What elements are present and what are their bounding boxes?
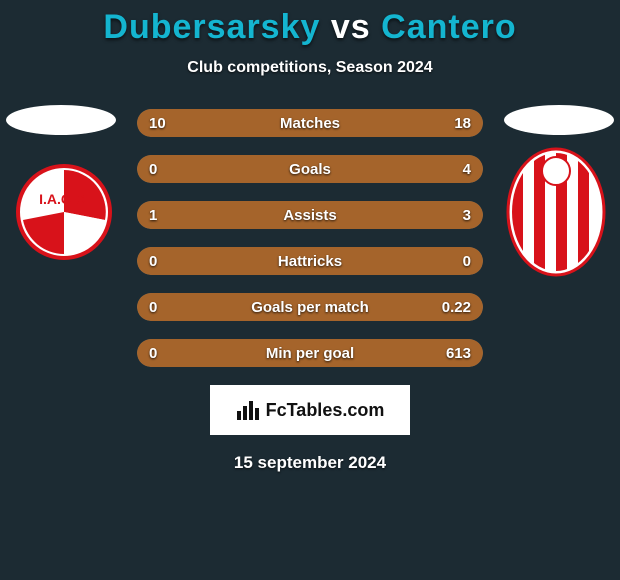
- stat-row: 0613Min per goal: [137, 339, 483, 367]
- site-plate: FcTables.com: [210, 385, 410, 435]
- stat-label: Matches: [137, 109, 483, 137]
- flag-left: [6, 105, 116, 135]
- stat-label: Assists: [137, 201, 483, 229]
- club-badge-right: [506, 152, 606, 272]
- svg-text:I.A.C.C.: I.A.C.C.: [39, 191, 89, 207]
- content-area: I.A.C.C. 1018Matches 04Goals 13Assists 00Ha…: [0, 107, 620, 473]
- player1-name: Dubersarsky: [103, 8, 320, 46]
- stat-label: Goals: [137, 155, 483, 183]
- player2-name: Cantero: [381, 8, 516, 46]
- stat-row: 00.22Goals per match: [137, 293, 483, 321]
- stat-bars: 1018Matches 04Goals 13Assists 00Hattricks 00…: [137, 107, 483, 367]
- headline: Dubersarsky vs Cantero: [0, 0, 620, 47]
- club-badge-left: I.A.C.C.: [14, 152, 114, 272]
- stat-label: Hattricks: [137, 247, 483, 275]
- site-logo: FcTables.com: [236, 399, 385, 421]
- stat-row: 04Goals: [137, 155, 483, 183]
- stat-label: Min per goal: [137, 339, 483, 367]
- subtitle: Club competitions, Season 2024: [0, 59, 620, 77]
- stat-row: 1018Matches: [137, 109, 483, 137]
- flag-right: [504, 105, 614, 135]
- site-label: FcTables.com: [266, 400, 385, 421]
- stat-row: 00Hattricks: [137, 247, 483, 275]
- stat-label: Goals per match: [137, 293, 483, 321]
- date-text: 15 september 2024: [0, 453, 620, 473]
- site-logo-icon: [236, 399, 260, 421]
- infographic-root: Dubersarsky vs Cantero Club competitions…: [0, 0, 620, 580]
- vs-text: vs: [331, 8, 371, 46]
- club-badge-right-svg: [506, 147, 606, 277]
- club-badge-left-svg: I.A.C.C.: [14, 162, 114, 262]
- stat-row: 13Assists: [137, 201, 483, 229]
